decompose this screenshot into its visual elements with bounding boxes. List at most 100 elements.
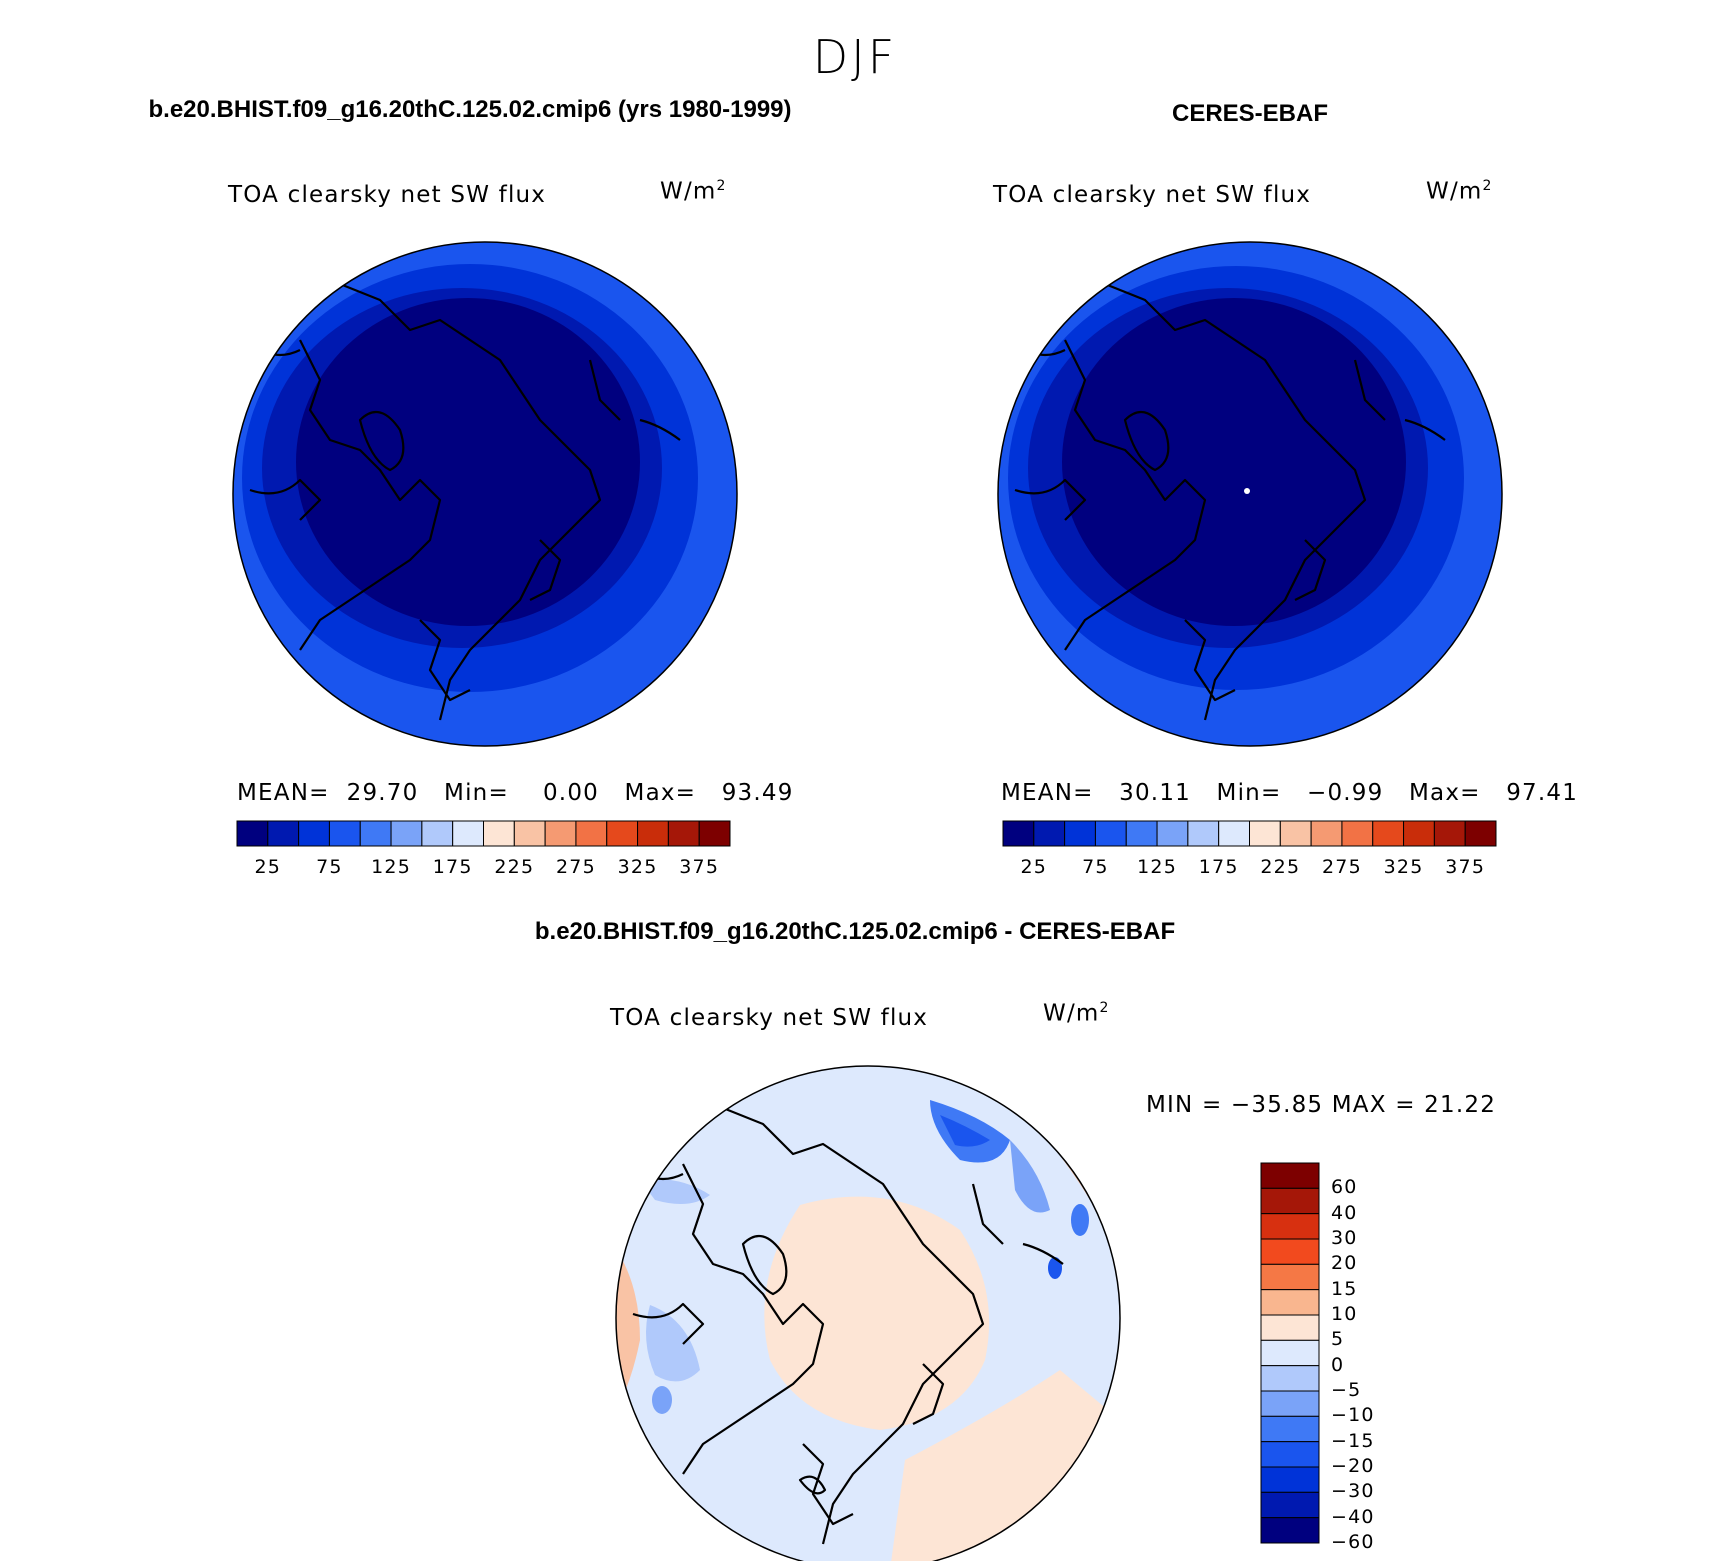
obs-colorbar-swatch (1125, 820, 1158, 847)
model-colorbar-swatch (452, 820, 484, 847)
diff-colorbar-swatch (1260, 1491, 1320, 1519)
diff-map-border (615, 1065, 1121, 1561)
model-colorbar-swatch (606, 820, 639, 847)
model-colorbar-swatch (328, 820, 361, 847)
diff-case-title: b.e20.BHIST.f09_g16.20thC.125.02.cmip6 -… (534, 918, 1176, 945)
diff-colorbar-tick-label: −40 (1331, 1505, 1375, 1528)
model-colorbar-tick-label: 325 (617, 856, 658, 878)
obs-pole-point (1244, 488, 1250, 494)
obs-colorbar-tick-label: 125 (1137, 856, 1177, 878)
obs-variable-title: TOA clearsky net SW flux (993, 182, 1312, 208)
diff-colorbar-tick-label: 30 (1331, 1227, 1358, 1249)
diff-colorbar-tick-label: 20 (1331, 1252, 1358, 1275)
model-colorbar-tick-label: 225 (494, 856, 535, 878)
diff-colorbar-swatch (1260, 1263, 1320, 1291)
obs-colorbar-swatch (1279, 820, 1312, 847)
diff-minmax: MIN = −35.85 MAX = 21.22 (1146, 1092, 1497, 1118)
model-variable-title: TOA clearsky net SW flux (228, 182, 547, 208)
model-colorbar-swatch (483, 820, 515, 847)
diff-colorbar-swatch (1260, 1517, 1320, 1544)
obs-colorbar-tick-label: 75 (1082, 856, 1109, 878)
diff-colorbar-tick-label: 60 (1331, 1176, 1358, 1199)
model-colorbar-tick-label: 125 (371, 856, 411, 878)
obs-colorbar-swatch (1341, 820, 1374, 847)
model-coastlines (249, 278, 681, 721)
obs-colorbar-swatch (1372, 820, 1405, 847)
obs-colorbar-swatch (1433, 820, 1466, 847)
model-colorbar-swatch (298, 820, 330, 847)
diff-colorbar-swatch (1260, 1339, 1320, 1367)
obs-case-title: CERES-EBAF (1171, 100, 1328, 127)
diff-colorbar-swatch (1260, 1390, 1320, 1417)
model-colorbar-swatch (667, 820, 700, 847)
obs-colorbar-swatch (1094, 820, 1127, 847)
diff-colorbar-tick-label: 40 (1331, 1201, 1358, 1224)
model-colorbar-swatch (698, 820, 731, 847)
obs-colorbar-swatch (1033, 820, 1066, 847)
obs-colorbar-tick-label: 325 (1383, 856, 1424, 878)
diff-colorbar-swatch (1260, 1289, 1320, 1316)
model-colorbar-swatch (513, 820, 546, 847)
diff-map (616, 1066, 1120, 1561)
diff-colorbar-swatch (1260, 1441, 1320, 1468)
obs-colorbar-tick-label: 225 (1260, 856, 1301, 878)
model-colorbar-swatch (359, 820, 392, 847)
diff-colorbar (1260, 1162, 1320, 1544)
model-colorbar-swatch (575, 820, 608, 847)
obs-colorbar-swatch (1464, 820, 1497, 847)
obs-colorbar-tick-label: 375 (1445, 856, 1486, 878)
diff-colorbar-tick-label: −60 (1331, 1531, 1375, 1553)
model-colorbar-swatch (421, 820, 454, 847)
diff-colorbar-swatch (1260, 1162, 1320, 1189)
diff-colorbar-swatch (1260, 1466, 1320, 1493)
model-map (233, 242, 737, 746)
diff-colorbar-tick-label: 5 (1331, 1328, 1345, 1351)
diff-colorbar-swatch (1260, 1314, 1320, 1341)
model-map-border (232, 241, 738, 747)
obs-colorbar (1002, 820, 1497, 847)
obs-colorbar-tick-label: 275 (1322, 856, 1362, 878)
obs-colorbar-swatch (1187, 820, 1220, 847)
model-colorbar-tick-label: 375 (679, 856, 720, 878)
diff-colorbar-swatch (1260, 1213, 1320, 1240)
model-colorbar (236, 820, 731, 847)
diff-colorbar-tick-label: −20 (1331, 1455, 1375, 1477)
obs-colorbar-swatch (1218, 820, 1250, 847)
diff-colorbar-swatch (1260, 1365, 1320, 1392)
obs-colorbar-swatch (1249, 820, 1281, 847)
diff-units: W/m2 (1043, 1000, 1110, 1027)
model-colorbar-tick-label: 75 (316, 856, 343, 878)
diff-colorbar-tick-label: −5 (1331, 1379, 1362, 1401)
obs-colorbar-swatch (1156, 820, 1189, 847)
diff-variable-title: TOA clearsky net SW flux (610, 1005, 929, 1031)
diff-colorbar-swatch (1260, 1187, 1320, 1215)
model-colorbar-swatch (267, 820, 300, 847)
obs-coastlines (1014, 278, 1446, 721)
obs-colorbar-swatch (1403, 820, 1435, 847)
diff-colorbar-tick-label: 10 (1331, 1303, 1358, 1325)
obs-colorbar-swatch (1310, 820, 1343, 847)
diff-colorbar-tick-label: 15 (1331, 1277, 1358, 1300)
diff-colorbar-swatch (1260, 1238, 1320, 1265)
model-colorbar-tick-label: 275 (556, 856, 596, 878)
model-colorbar-swatch (390, 820, 423, 847)
model-stats: MEAN= 29.70 Min= 0.00 Max= 93.49 (237, 780, 794, 806)
model-colorbar-swatch (236, 820, 269, 847)
obs-units: W/m2 (1426, 178, 1493, 205)
model-colorbar-swatch (637, 820, 669, 847)
diff-colorbar-tick-label: 0 (1331, 1353, 1345, 1376)
obs-map-border (997, 241, 1503, 747)
obs-colorbar-tick-label: 25 (1020, 856, 1048, 878)
diff-colorbar-tick-label: −10 (1331, 1404, 1375, 1427)
obs-colorbar-tick-label: 175 (1198, 856, 1239, 878)
obs-stats: MEAN= 30.11 Min= −0.99 Max= 97.41 (1001, 780, 1579, 806)
obs-map (998, 242, 1502, 746)
obs-colorbar-swatch (1064, 820, 1096, 847)
diff-colorbar-tick-label: −30 (1331, 1480, 1375, 1503)
obs-colorbar-swatch (1002, 820, 1035, 847)
season-title: DJF (812, 30, 898, 84)
diff-coastlines (632, 1102, 1064, 1545)
model-case-title: b.e20.BHIST.f09_g16.20thC.125.02.cmip6 (… (148, 96, 792, 123)
model-colorbar-swatch (544, 820, 577, 847)
